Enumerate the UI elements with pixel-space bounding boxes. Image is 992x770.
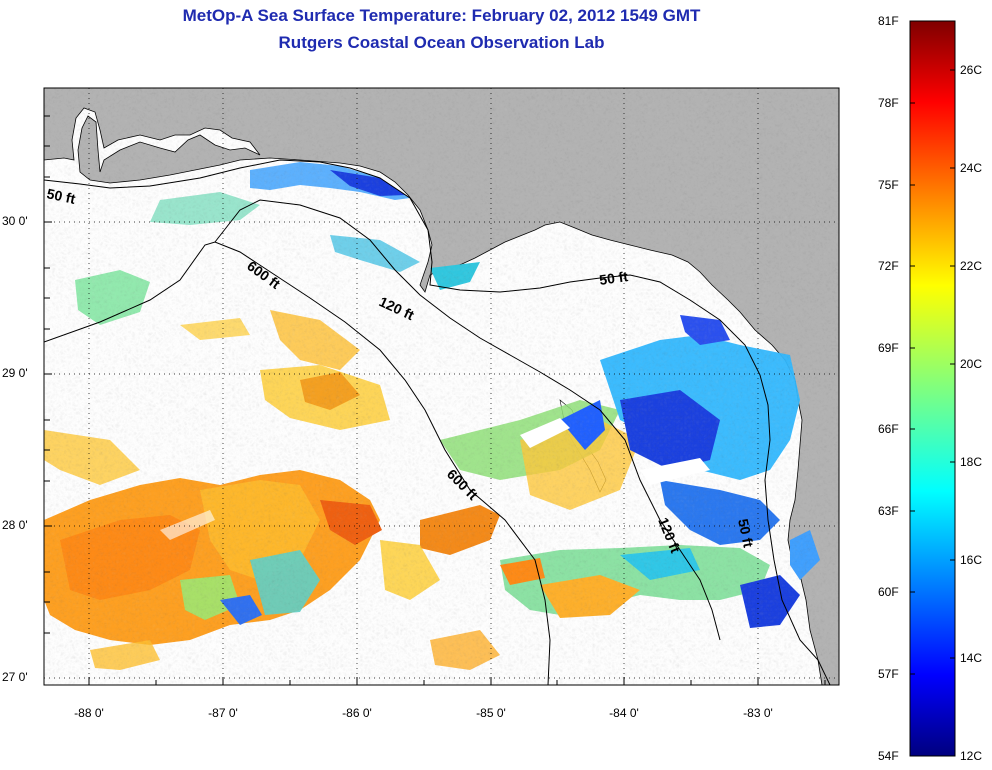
colorbar-f-label: 75F (878, 178, 899, 192)
lon-label: -84 0' (609, 706, 639, 720)
colorbar-c-label: 14C (960, 651, 983, 665)
colorbar-c-label: 22C (960, 259, 983, 273)
map-ticks (44, 115, 826, 685)
colorbar-c-label: 24C (960, 161, 983, 175)
colorbar-f-label: 60F (878, 585, 899, 599)
map-content: 50 ft 600 ft 120 ft 50 ft 600 ft 120 ft … (44, 88, 839, 685)
lon-label: -83 0' (743, 706, 773, 720)
depth-contours (44, 159, 831, 685)
lon-label: -88 0' (74, 706, 104, 720)
colorbar-c-label: 20C (960, 357, 983, 371)
lat-label: 28 0' (2, 518, 28, 532)
colorbar-f-label: 69F (878, 341, 899, 355)
lat-label: 30 0' (2, 214, 28, 228)
map-frame (43, 87, 840, 686)
colorbar-ticks (910, 69, 955, 675)
lon-label: -87 0' (208, 706, 238, 720)
lon-label: -86 0' (342, 706, 372, 720)
map-title: MetOp-A Sea Surface Temperature: Februar… (182, 6, 701, 25)
colorbar-f-label: 72F (878, 259, 899, 273)
colorbar-f-label: 57F (878, 667, 899, 681)
colorbar-f-label: 78F (878, 96, 899, 110)
map-subtitle: Rutgers Coastal Ocean Observation Lab (278, 33, 605, 52)
contour-label: 50 ft (45, 185, 77, 207)
colorbar-c-label: 18C (960, 455, 983, 469)
lat-label: 29 0' (2, 366, 28, 380)
colorbar-c-label: 16C (960, 553, 983, 567)
contour-label: 50 ft (735, 517, 757, 549)
colorbar-f-label: 66F (878, 422, 899, 436)
contour-label: 50 ft (598, 268, 629, 288)
colorbar-c-label: 12C (960, 749, 983, 763)
colorbar-gradient (909, 20, 956, 757)
lat-label: 27 0' (2, 670, 28, 684)
colorbar-f-label: 81F (878, 14, 899, 28)
lon-label: -85 0' (476, 706, 506, 720)
colorbar-f-label: 63F (878, 504, 899, 518)
colorbar-c-label: 26C (960, 63, 983, 77)
sst-data-layer (44, 88, 839, 685)
colorbar-f-label: 54F (878, 749, 899, 763)
